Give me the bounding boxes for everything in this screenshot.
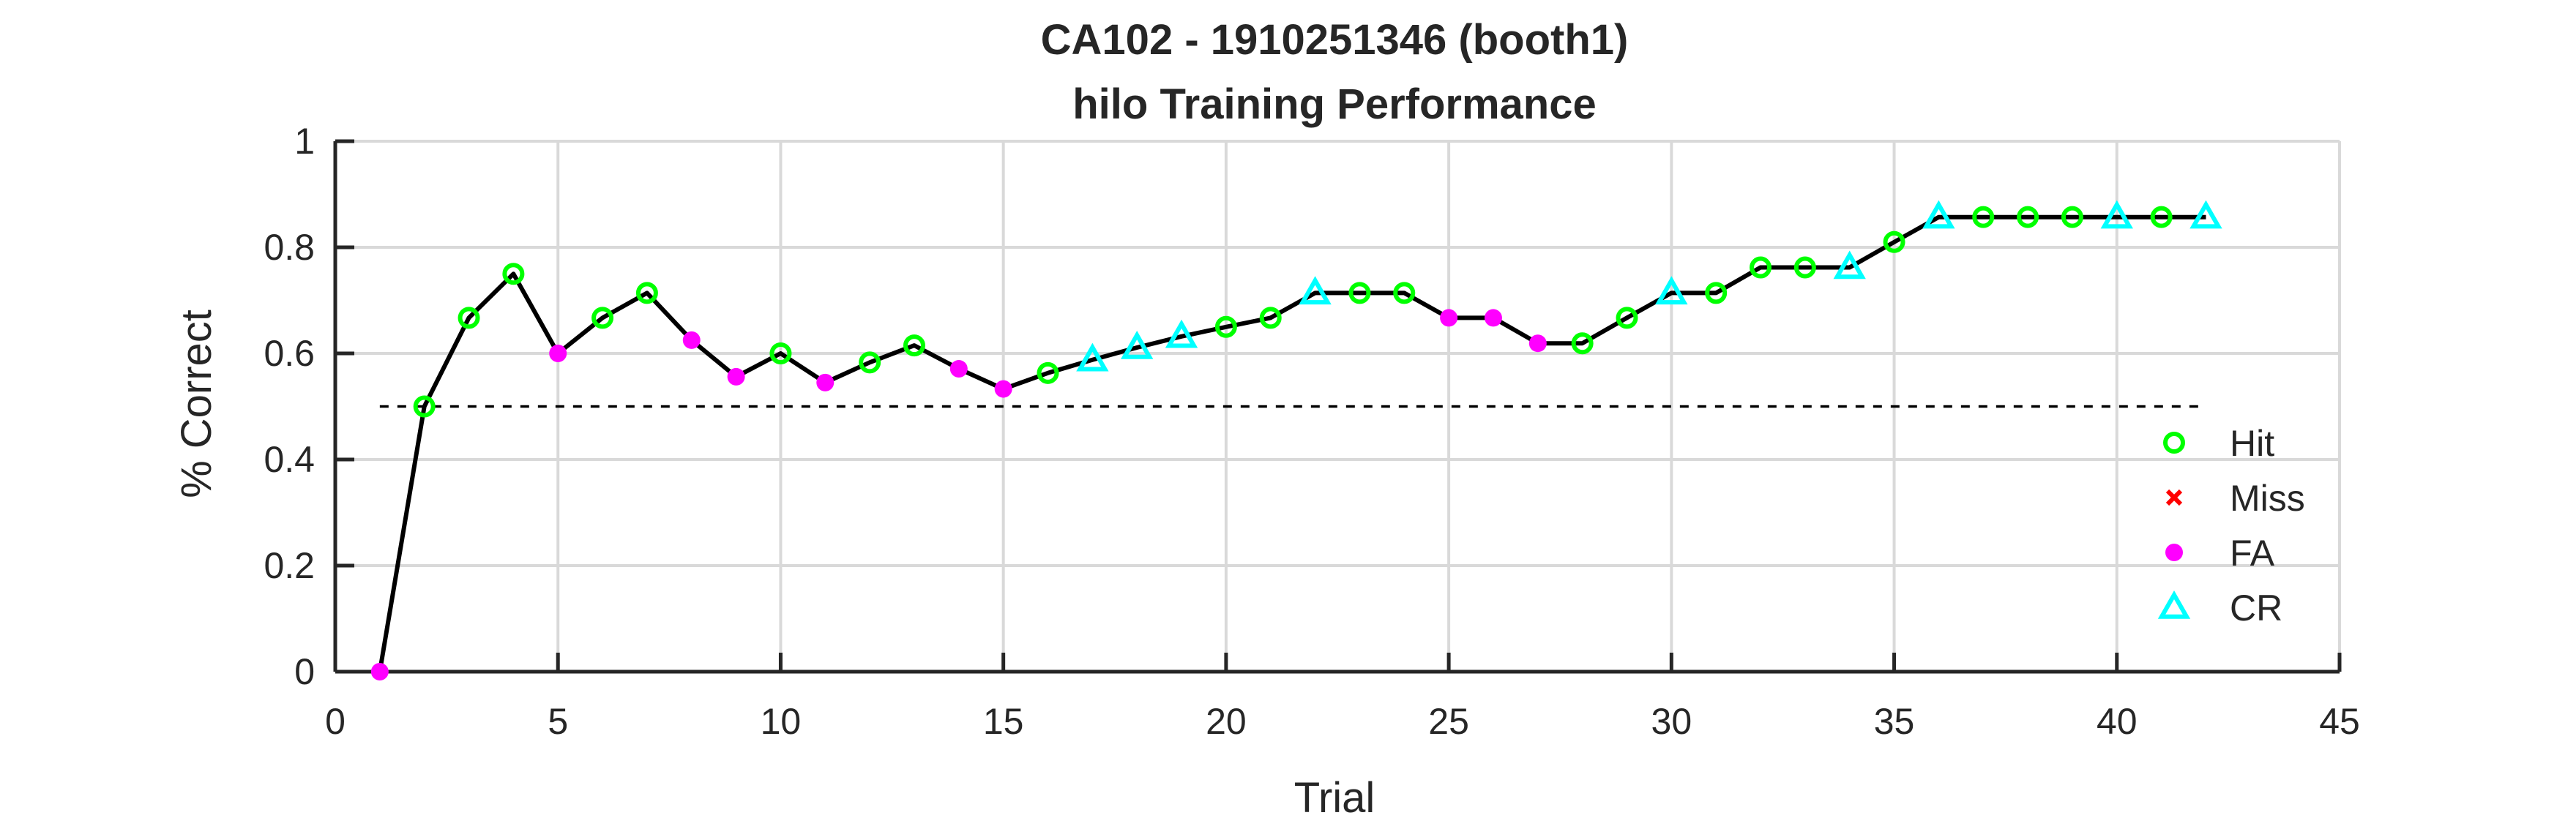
legend-marker-miss <box>2165 489 2183 506</box>
legend-marker-hit <box>2163 432 2185 454</box>
data-point-hit-trial-35 <box>1883 230 1905 253</box>
data-point-fa-trial-11 <box>816 373 835 391</box>
x-tick-label-1: 5 <box>548 701 568 742</box>
data-point-hit-trial-12 <box>859 351 881 374</box>
legend-marker-cr <box>2157 590 2191 619</box>
chart-subtitle: hilo Training Performance <box>1072 80 1596 128</box>
data-point-hit-trial-10 <box>769 342 792 364</box>
legend-label-miss: Miss <box>2230 478 2305 519</box>
legend-label-fa: FA <box>2230 533 2275 574</box>
data-point-cr-trial-40 <box>2100 200 2133 229</box>
data-point-hit-trial-29 <box>1616 307 1638 329</box>
data-point-cr-trial-30 <box>1655 276 1688 305</box>
y-tick-label-3: 0.6 <box>264 333 315 374</box>
y-tick-label-0: 0 <box>294 651 315 692</box>
data-point-hit-trial-7 <box>635 282 658 304</box>
legend-label-hit: Hit <box>2230 423 2274 464</box>
data-point-hit-trial-16 <box>1037 361 1059 384</box>
x-tick-label-5: 25 <box>1428 701 1469 742</box>
data-point-fa-trial-27 <box>1528 334 1547 353</box>
x-tick-label-0: 0 <box>325 701 346 742</box>
data-point-fa-trial-9 <box>727 367 745 386</box>
data-point-hit-trial-21 <box>1259 307 1282 329</box>
x-tick-label-4: 20 <box>1206 701 1247 742</box>
x-tick-label-8: 40 <box>2097 701 2138 742</box>
data-point-hit-trial-13 <box>903 334 925 357</box>
data-point-fa-trial-15 <box>994 380 1012 398</box>
plot-area: 0 5 10 15 20 25 30 35 40 45 0 0.2 0.4 0.6 0.8 1 <box>264 121 2359 742</box>
legend-marker-fa <box>2165 544 2183 561</box>
x-tick-label-6: 30 <box>1651 701 1692 742</box>
x-tick-label-7: 35 <box>1874 701 1915 742</box>
data-point-hit-trial-20 <box>1214 315 1237 338</box>
x-tick-label-9: 45 <box>2319 701 2360 742</box>
data-point-fa-trial-14 <box>949 360 968 378</box>
data-point-fa-trial-5 <box>549 345 567 362</box>
y-tick-label-4: 0.8 <box>264 227 315 268</box>
y-tick-label-5: 1 <box>294 121 315 162</box>
data-point-hit-trial-38 <box>2017 206 2039 228</box>
data-point-cr-trial-36 <box>1922 200 1955 229</box>
y-tick-label-2: 0.4 <box>264 439 315 480</box>
data-point-hit-trial-39 <box>2061 206 2083 228</box>
data-point-hit-trial-32 <box>1750 256 1772 279</box>
x-tick-label-3: 15 <box>983 701 1024 742</box>
legend-marker-miss-b <box>2165 489 2183 506</box>
data-point-fa-trial-26 <box>1484 309 1502 327</box>
data-point-hit-trial-23 <box>1348 282 1371 304</box>
data-point-hit-trial-2 <box>413 395 436 418</box>
data-point-cr-trial-17 <box>1076 342 1109 372</box>
data-point-cr-trial-42 <box>2189 200 2222 229</box>
data-point-hit-trial-37 <box>1972 206 1995 228</box>
data-point-hit-trial-33 <box>1793 256 1816 279</box>
y-tick-label-1: 0.2 <box>264 545 315 586</box>
data-point-hit-trial-6 <box>591 307 614 329</box>
data-point-hit-trial-31 <box>1705 282 1728 304</box>
chart-title: CA102 - 1910251346 (booth1) <box>1041 16 1629 64</box>
data-point-fa-trial-8 <box>682 331 701 349</box>
data-point-hit-trial-24 <box>1393 282 1416 304</box>
y-axis-label: % Correct <box>173 310 220 498</box>
legend-label-cr: CR <box>2230 588 2282 629</box>
data-point-cr-trial-34 <box>1833 250 1866 280</box>
legend: Hit Miss FA CR <box>2157 423 2305 629</box>
x-tick-label-2: 10 <box>761 701 802 742</box>
data-point-hit-trial-4 <box>502 263 525 285</box>
x-axis-label: Trial <box>1294 774 1375 822</box>
data-point-hit-trial-28 <box>1571 332 1594 355</box>
data-point-cr-trial-18 <box>1121 330 1154 359</box>
data-point-hit-trial-41 <box>2150 206 2173 228</box>
data-point-hit-trial-3 <box>458 307 480 329</box>
data-point-fa-trial-25 <box>1440 309 1458 327</box>
data-point-cr-trial-19 <box>1165 319 1198 348</box>
data-point-cr-trial-22 <box>1299 276 1332 305</box>
data-point-fa-trial-1 <box>370 663 389 680</box>
